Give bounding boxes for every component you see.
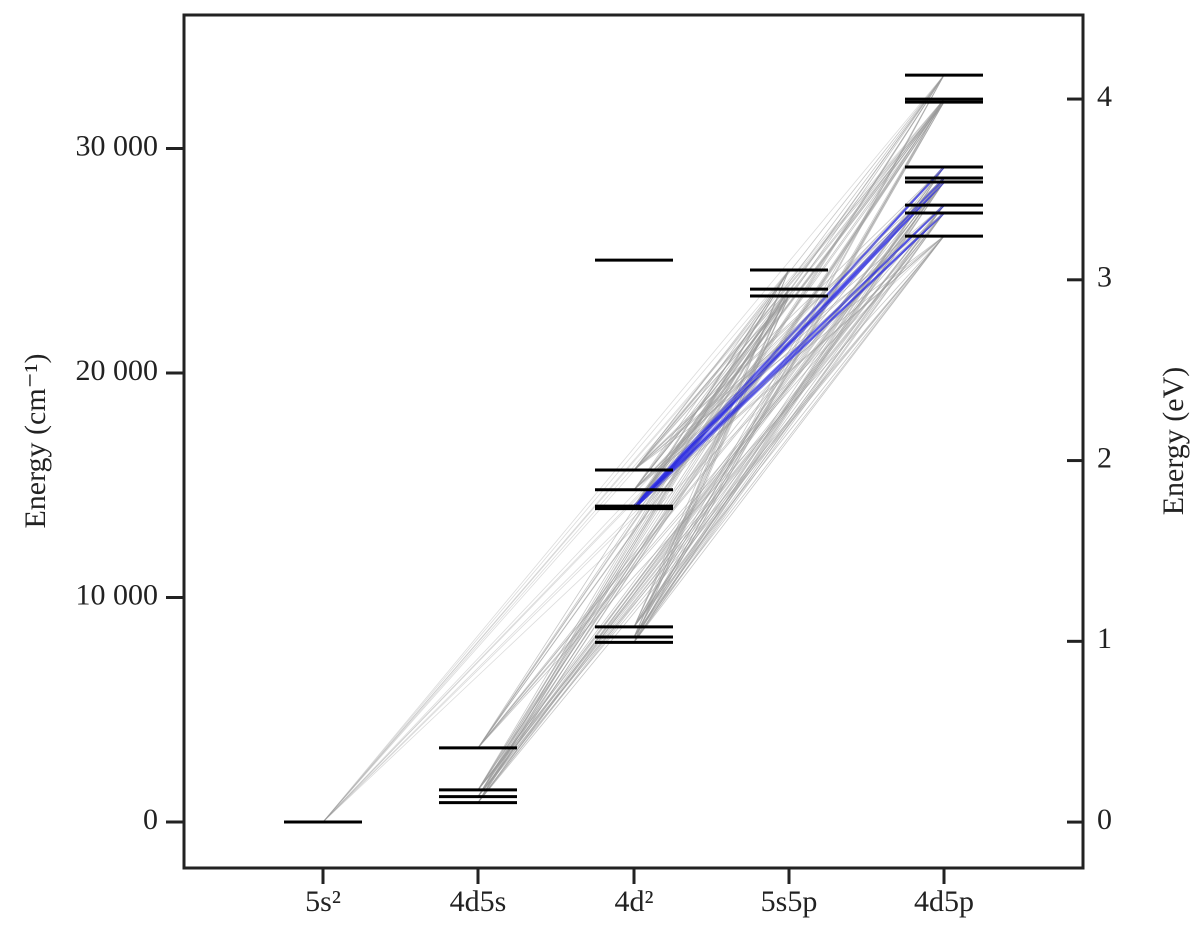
transition [633, 295, 790, 628]
transition [322, 269, 790, 823]
x-tick-label: 4d5p [914, 885, 974, 918]
y2-axis-label: Energy (eV) [1157, 367, 1190, 516]
transition [633, 74, 945, 471]
transition [477, 181, 945, 791]
highlight-transition [633, 204, 945, 507]
highlight-transition [633, 166, 945, 507]
transition [633, 235, 945, 507]
x-tick-label: 5s² [305, 885, 341, 918]
y-tick-label: 20 000 [76, 354, 159, 387]
transition [633, 212, 945, 491]
transition [633, 288, 790, 491]
plot [284, 73, 983, 824]
y2-tick-label: 0 [1097, 803, 1112, 836]
transition [633, 204, 945, 638]
transition [633, 177, 945, 471]
transition [633, 204, 945, 471]
plot-frame [182, 13, 1085, 870]
x-tick-label: 4d5s [450, 885, 507, 918]
transition [633, 181, 945, 471]
transition [633, 166, 945, 491]
transition [633, 235, 945, 628]
transition [477, 235, 945, 803]
transition [477, 269, 790, 797]
y-axis-label: Energy (cm⁻¹) [19, 353, 52, 528]
y2-tick-label: 4 [1097, 80, 1112, 113]
transition [633, 98, 945, 471]
transition [633, 269, 790, 628]
transition [633, 204, 945, 491]
transition [633, 212, 945, 471]
y2-tick-label: 1 [1097, 622, 1112, 655]
transition [633, 288, 790, 628]
transition [633, 235, 945, 643]
transition [633, 166, 945, 471]
transition [633, 166, 945, 628]
transition [322, 98, 945, 823]
transitions [322, 74, 945, 823]
transition [633, 235, 945, 471]
y-tick-label: 10 000 [76, 578, 159, 611]
transition [477, 166, 945, 791]
transition [477, 235, 945, 749]
y-tick-label: 0 [143, 803, 158, 836]
transition [477, 288, 790, 749]
transition [633, 74, 945, 491]
x-tick-label: 5s5p [761, 885, 818, 918]
transition [633, 235, 945, 638]
transition [633, 212, 945, 638]
transition [633, 235, 945, 491]
transition [477, 98, 945, 791]
transition [633, 98, 945, 638]
transition [633, 295, 790, 471]
highlight-transition [633, 177, 945, 507]
transition [477, 204, 945, 749]
y-tick-label: 30 000 [76, 129, 159, 162]
transition [633, 74, 945, 507]
transition [633, 98, 945, 491]
transition [633, 288, 790, 638]
y2-tick-label: 3 [1097, 261, 1112, 294]
transition [633, 212, 945, 628]
transition [477, 295, 790, 803]
transition [633, 181, 945, 491]
transition [477, 295, 790, 791]
transition [322, 74, 945, 823]
x-tick-label: 4d² [615, 885, 654, 918]
transition [477, 212, 945, 749]
y2-tick-label: 2 [1097, 441, 1112, 474]
transition [322, 101, 945, 823]
